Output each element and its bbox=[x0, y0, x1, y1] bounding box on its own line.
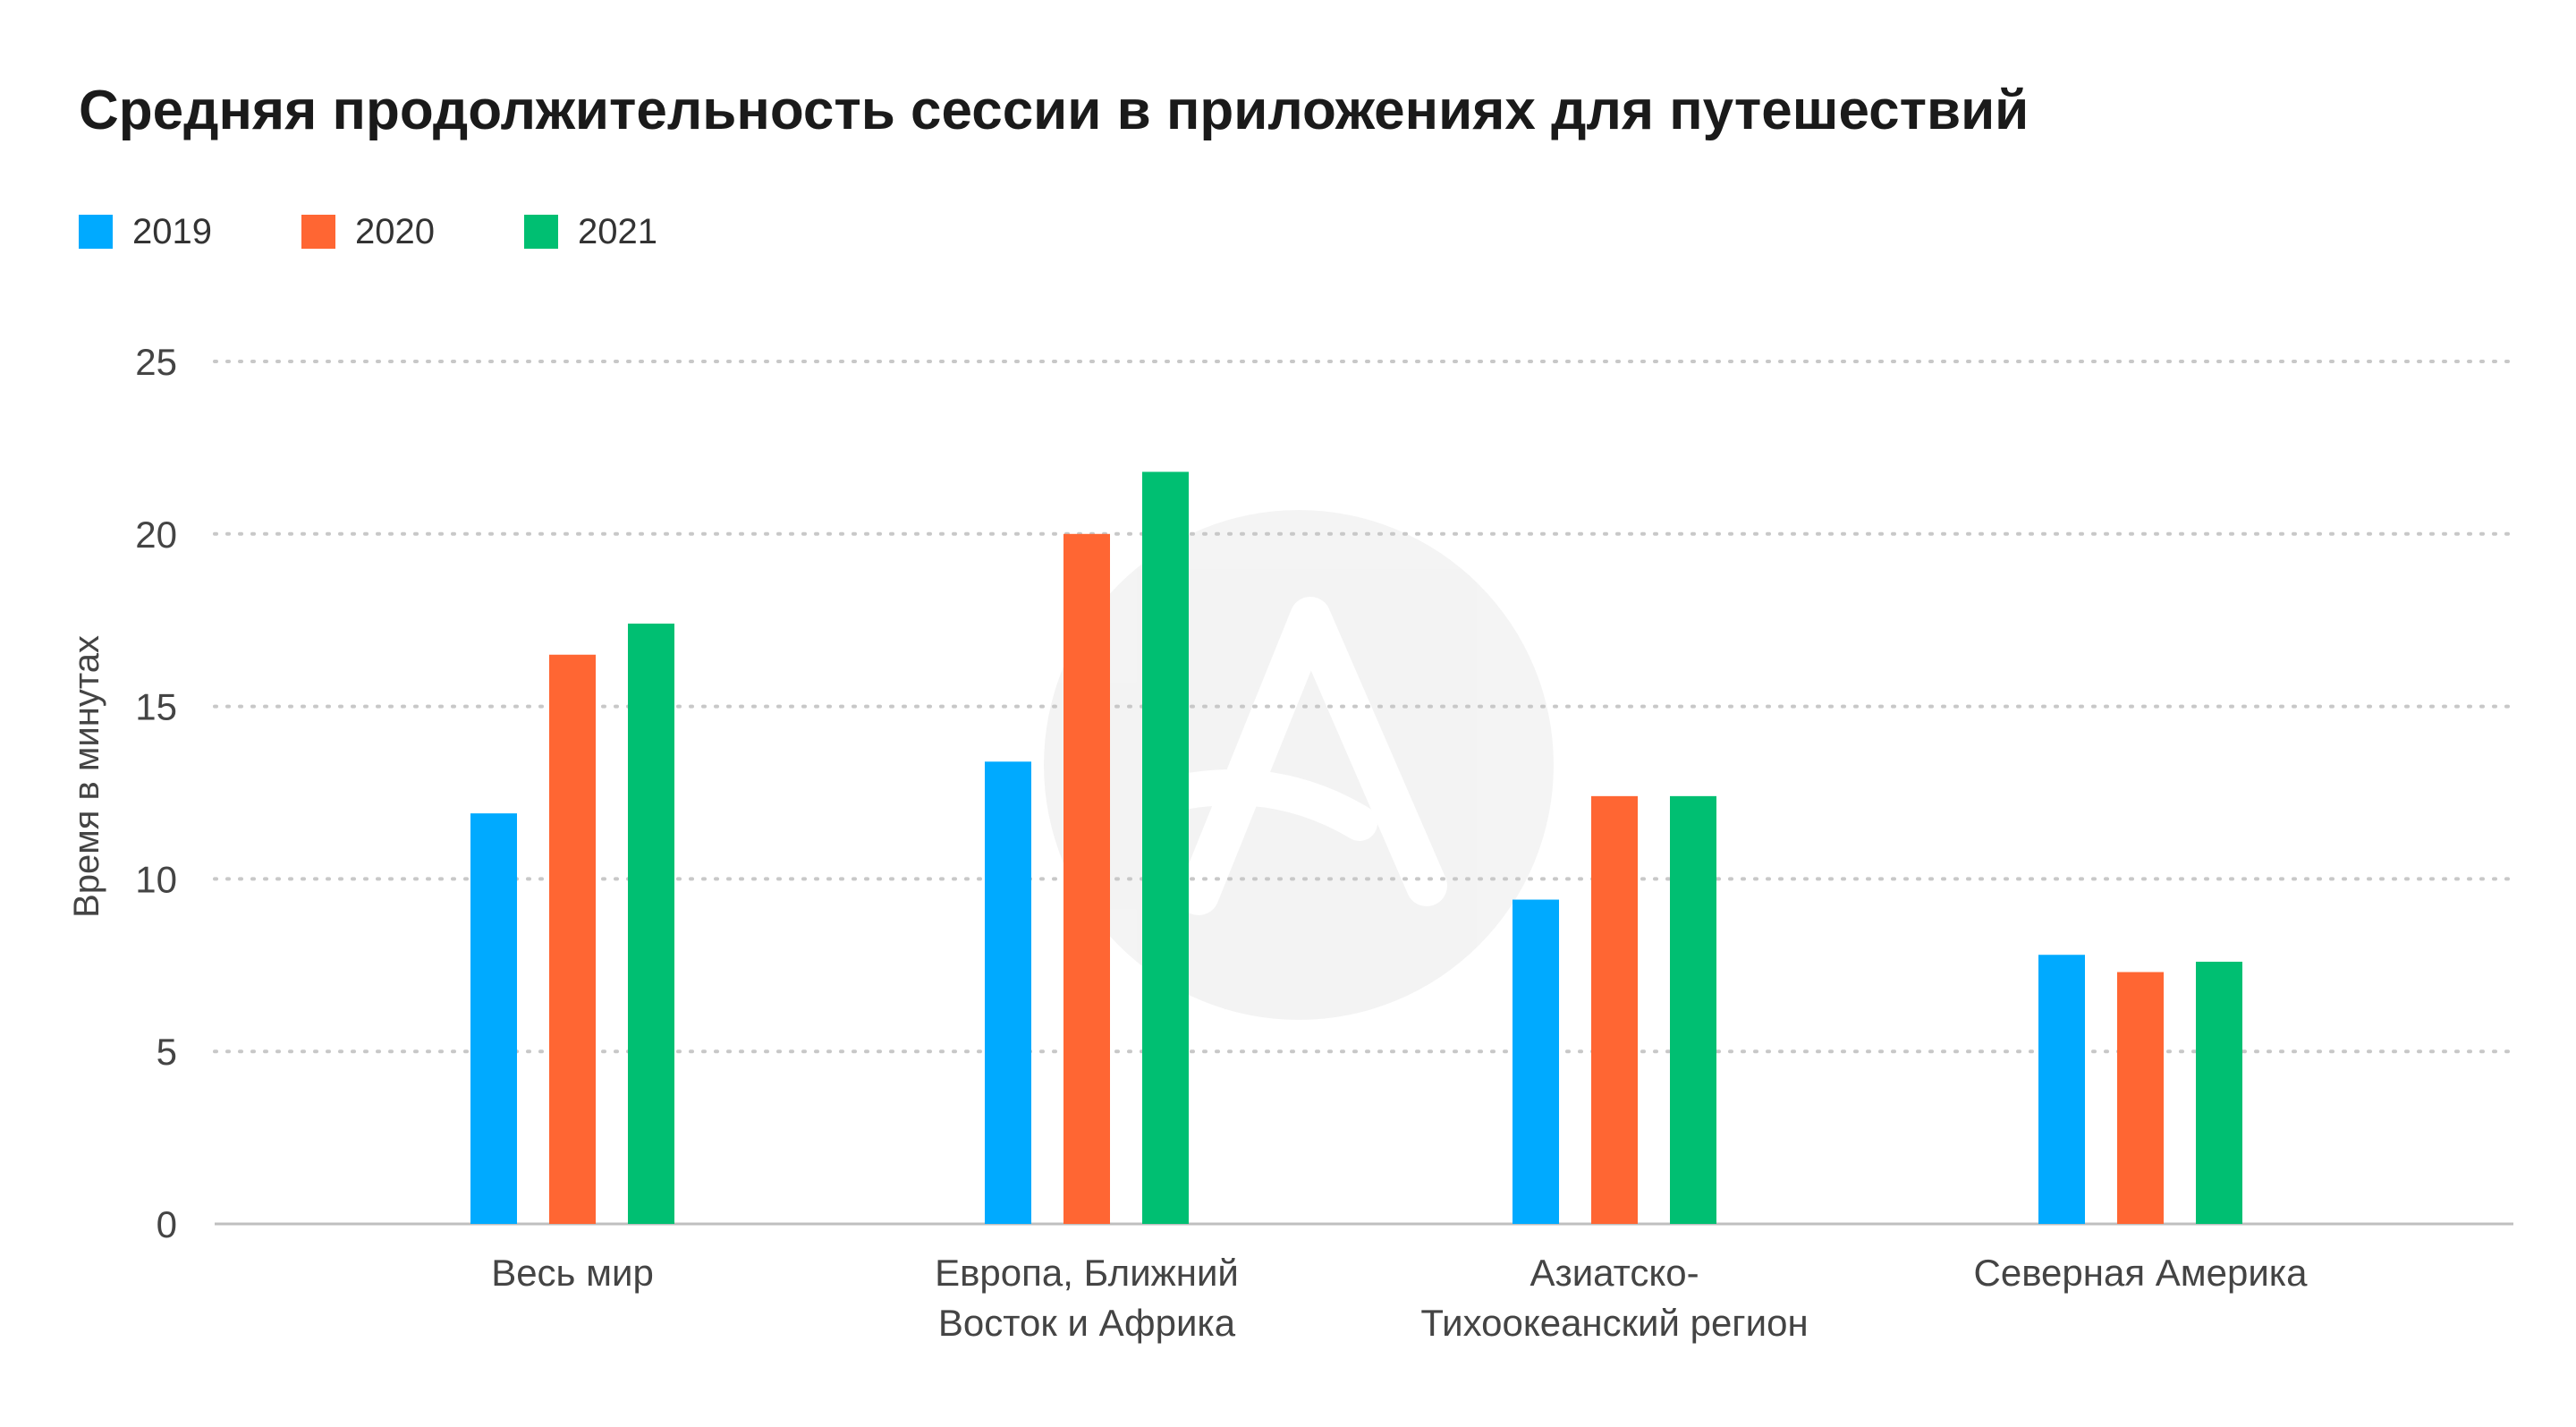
x-category-label: Тихоокеанский регион bbox=[1420, 1302, 1808, 1344]
x-category-label: Весь мир bbox=[491, 1252, 654, 1294]
bar-2021-cat0 bbox=[628, 624, 674, 1224]
x-category-label: Восток и Африка bbox=[938, 1302, 1236, 1344]
bar-2019-cat3 bbox=[2038, 955, 2085, 1224]
y-tick-label: 20 bbox=[135, 514, 177, 556]
legend-item-2021: 2021 bbox=[523, 211, 657, 252]
legend-label-2020: 2020 bbox=[354, 211, 435, 251]
legend-swatch-2021 bbox=[523, 215, 558, 249]
bar-2021-cat3 bbox=[2196, 961, 2242, 1224]
y-tick-label: 5 bbox=[157, 1031, 177, 1073]
y-tick-label: 15 bbox=[135, 686, 177, 728]
y-axis-label: Время в минутах bbox=[67, 635, 106, 918]
chart-title: Средняя продолжительность сессии в прило… bbox=[79, 80, 2029, 141]
bar-2019-cat2 bbox=[1513, 899, 1559, 1224]
legend-swatch-2020 bbox=[301, 215, 335, 249]
bar-2020-cat2 bbox=[1591, 795, 1638, 1224]
y-tick-label: 25 bbox=[135, 341, 177, 383]
legend-label-2019: 2019 bbox=[132, 211, 212, 251]
bar-2020-cat3 bbox=[2117, 972, 2164, 1224]
legend-item-2020: 2020 bbox=[301, 212, 435, 252]
y-tick-label: 0 bbox=[157, 1203, 177, 1245]
x-category-label: Европа, Ближний bbox=[935, 1252, 1239, 1294]
watermark-logo bbox=[1044, 510, 1554, 1020]
chart-legend: 2019 2020 2021 bbox=[79, 208, 747, 256]
bar-2021-cat2 bbox=[1670, 795, 1716, 1224]
legend-item-2019: 2019 bbox=[79, 212, 212, 252]
bar-2020-cat0 bbox=[549, 654, 596, 1224]
legend-swatch-2019 bbox=[79, 215, 113, 249]
bar-2020-cat1 bbox=[1063, 533, 1110, 1224]
y-tick-label: 10 bbox=[135, 858, 177, 900]
bar-2019-cat1 bbox=[985, 761, 1031, 1224]
x-category-label: Северная Америка bbox=[1974, 1252, 2309, 1294]
bar-2019-cat0 bbox=[470, 813, 517, 1224]
x-category-label: Азиатско- bbox=[1530, 1252, 1699, 1294]
bar-2021-cat1 bbox=[1142, 471, 1189, 1224]
legend-label-2021: 2021 bbox=[577, 211, 657, 251]
